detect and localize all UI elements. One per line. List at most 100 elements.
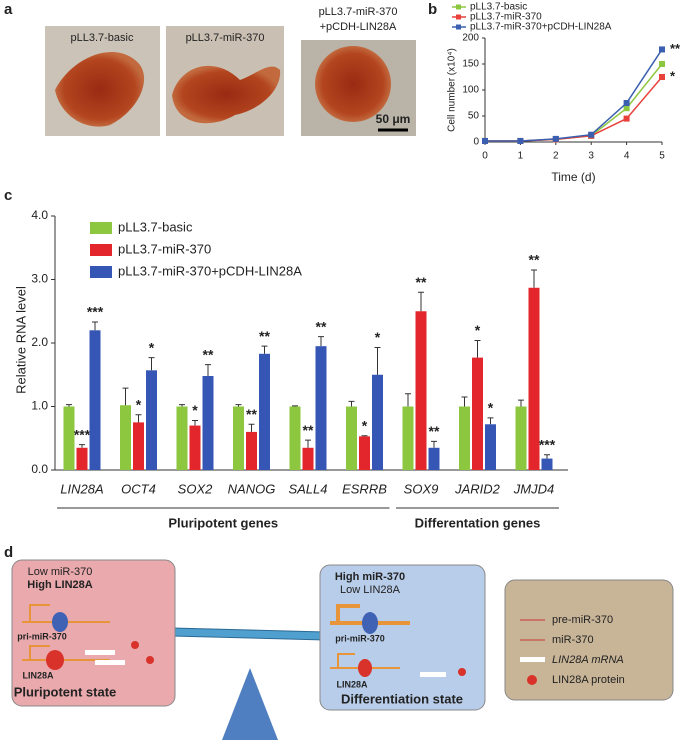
y-tick-label: 0.0 — [31, 462, 48, 476]
protein — [458, 668, 466, 676]
y-tick-label: 2.0 — [31, 335, 48, 349]
group-label: Differentation genes — [415, 515, 541, 530]
photo-label: pLL3.7-basic — [71, 32, 134, 44]
error-bar — [148, 357, 155, 371]
y-tick-label: 1.0 — [31, 399, 48, 413]
legend-swatch — [90, 222, 112, 234]
polymerase — [52, 612, 68, 632]
error-bar — [192, 419, 198, 426]
significance: ** — [303, 422, 314, 438]
significance: * — [149, 339, 155, 355]
bar — [120, 405, 131, 470]
series-line — [485, 76, 663, 142]
y-tick-label: 50 — [468, 111, 480, 122]
bar — [189, 425, 201, 470]
bar — [89, 330, 101, 470]
x-tick-label: SALL4 — [288, 481, 327, 496]
significance: ** — [203, 346, 214, 362]
bar — [259, 353, 270, 470]
x-tick-label: JARID2 — [454, 481, 501, 496]
y-tick-label: 200 — [462, 33, 479, 44]
panel-label: d — [4, 544, 13, 561]
legend-swatch — [90, 244, 112, 256]
significance: *** — [74, 426, 91, 442]
legend-label: LIN28A mRNA — [552, 654, 624, 666]
legend-marker — [456, 14, 461, 20]
legend-marker — [456, 4, 461, 10]
label: High LIN28A — [27, 579, 92, 591]
panel-label: a — [4, 1, 13, 18]
significance: ** — [529, 252, 540, 268]
protein — [358, 659, 372, 677]
x-tick-label: 0 — [482, 151, 488, 162]
x-tick-label: 3 — [588, 151, 594, 162]
error-bar — [531, 269, 537, 288]
bar — [233, 406, 244, 470]
legend-marker — [456, 24, 461, 30]
label: High miR-370 — [335, 571, 405, 583]
error-bar — [318, 336, 324, 347]
legend-label: pre-miR-370 — [552, 614, 613, 626]
error-bar — [92, 321, 98, 331]
y-tick-label: 4.0 — [31, 208, 48, 222]
bar — [359, 436, 370, 470]
protein — [131, 641, 139, 649]
significance: * — [362, 417, 368, 433]
error-bar — [544, 454, 550, 459]
label: pri-miR-370 — [17, 631, 67, 641]
bar — [63, 406, 75, 470]
bar — [346, 406, 357, 470]
protein — [46, 650, 64, 670]
legend-icon — [527, 675, 537, 685]
bar — [415, 311, 427, 470]
series-line — [485, 49, 663, 142]
significance: ** — [429, 423, 440, 439]
legend-icon — [520, 657, 545, 662]
error-bar — [79, 444, 85, 448]
legend-label: pLL3.7-basic — [118, 219, 193, 234]
legend-label: miR-370 — [552, 634, 594, 646]
y-tick-label: 150 — [462, 59, 479, 70]
legend-label: pLL3.7-miR-370+pCDH-LIN28A — [470, 22, 612, 33]
bar — [428, 447, 440, 470]
x-tick-label: LIN28A — [60, 481, 103, 496]
bar — [76, 447, 88, 470]
point — [659, 46, 665, 53]
mrna — [420, 672, 446, 677]
legend-label: pLL3.7-miR-370 — [470, 12, 542, 23]
photo-label: pLL3.7-miR-370 — [186, 32, 265, 44]
legend-box — [504, 579, 674, 701]
label: Low LIN28A — [340, 584, 401, 596]
bar — [472, 357, 483, 470]
bar — [485, 424, 496, 470]
significance: * — [475, 322, 481, 338]
bar — [528, 287, 540, 470]
significance: ** — [670, 41, 681, 56]
significance: ** — [416, 274, 427, 290]
error-bar — [235, 404, 242, 407]
label: LIN28A — [336, 679, 368, 689]
x-tick-label: OCT4 — [121, 481, 156, 496]
photo-label: +pCDH-LIN28A — [320, 21, 397, 33]
error-bar — [474, 339, 481, 358]
error-bar — [122, 387, 129, 406]
group-label: Pluripotent genes — [168, 515, 278, 530]
error-bar — [418, 291, 424, 312]
y-axis-label: Relative RNA level — [13, 286, 28, 394]
point — [659, 74, 665, 80]
significance: * — [136, 396, 142, 412]
x-tick-label: SOX2 — [178, 481, 213, 496]
series-line — [485, 63, 663, 142]
x-axis-label: Time (d) — [551, 170, 595, 184]
point — [588, 131, 595, 138]
significance: * — [375, 329, 381, 345]
beam — [171, 627, 326, 641]
x-tick-label: 5 — [659, 151, 665, 162]
fulcrum — [222, 668, 278, 740]
error-bar — [487, 417, 494, 425]
x-tick-label: 4 — [624, 151, 630, 162]
y-tick-label: 3.0 — [31, 272, 48, 286]
mrna — [95, 660, 125, 665]
